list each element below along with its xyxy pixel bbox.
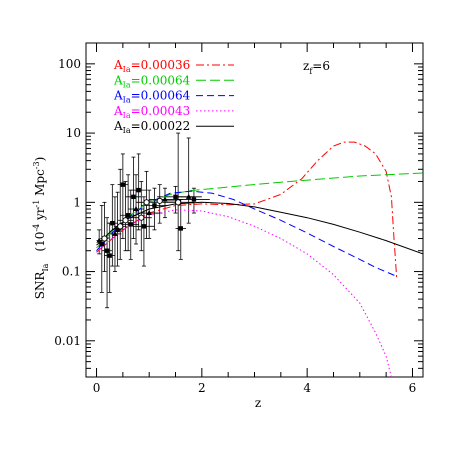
marker-triangle: [146, 210, 152, 216]
observation-errorbars: [96, 132, 210, 309]
marker-triangle: [162, 196, 168, 202]
legend-label-5: AIa=0.00022: [113, 119, 190, 135]
observation-markers: [96, 182, 197, 258]
x-tick-label: 2: [198, 381, 206, 395]
legend-label-3: AIa=0.00064: [113, 89, 191, 105]
marker-square: [128, 222, 133, 227]
legend-label-1: AIa=0.00036: [113, 58, 190, 74]
y-label-mid: yr: [33, 207, 47, 224]
series-lines: [96, 141, 423, 377]
zf-sub: f: [309, 67, 313, 76]
y-axis-label: SNRIa (10-4 yr-1 Mpc-3): [32, 157, 50, 300]
y-tick-label: 0.01: [54, 334, 81, 348]
zf-main: z: [303, 59, 309, 73]
marker-square: [136, 187, 141, 193]
axis-ticks: [86, 42, 423, 378]
marker-circle: [143, 199, 150, 206]
y-tick-label: 100: [58, 57, 81, 71]
marker-triangle: [96, 237, 102, 243]
marker-circle: [175, 199, 182, 206]
marker-square: [110, 220, 115, 226]
series-line-4: [96, 209, 392, 377]
y-label-sub: Ia: [41, 263, 50, 271]
y-label-end: ): [33, 157, 47, 162]
series-line-3: [96, 190, 397, 277]
marker-triangle: [133, 206, 139, 212]
y-tick-label: 10: [66, 126, 81, 140]
marker-circle: [156, 197, 163, 204]
y-label-exp2: -1: [32, 200, 41, 208]
marker-square: [173, 194, 178, 200]
y-label-exp1: -4: [32, 224, 41, 232]
y-label-main: SNR: [33, 271, 47, 300]
marker-square: [107, 253, 112, 258]
marker-triangle: [112, 230, 118, 236]
x-tick-label: 6: [409, 381, 417, 395]
marker-square: [191, 197, 197, 202]
marker-square: [104, 248, 110, 253]
series-line-5: [96, 201, 423, 255]
marker-square: [141, 224, 147, 229]
legend-label-4: AIa=0.00043: [113, 104, 190, 120]
marker-circle: [138, 214, 145, 221]
series-line-1: [96, 141, 398, 279]
y-tick-label: 1: [73, 195, 81, 209]
y-label-mid2: Mpc: [33, 169, 47, 200]
marker-square: [115, 227, 120, 233]
legend-label-2: AIa=0.00064: [113, 73, 191, 89]
marker-square: [120, 182, 126, 187]
tick-labels: 0 2 4 6 0.01 0.1 1 10 100: [54, 57, 416, 395]
y-tick-label: 0.1: [62, 265, 81, 279]
x-tick-label: 0: [93, 381, 101, 395]
marker-circle: [122, 217, 129, 224]
marker-square: [131, 194, 136, 200]
y-label-units: (10: [33, 232, 47, 252]
marker-circle: [101, 235, 108, 242]
marker-square: [178, 226, 183, 231]
marker-square: [99, 241, 104, 247]
series-line-2: [96, 172, 423, 249]
y-label-exp3: -3: [32, 161, 41, 169]
zf-value: =6: [312, 59, 330, 73]
zf-annotation: zf=6: [303, 59, 330, 76]
x-tick-label: 4: [303, 381, 311, 395]
marker-square: [152, 203, 157, 208]
marker-circle: [117, 223, 124, 230]
marker-triangle: [185, 193, 192, 199]
legend: AIa=0.00036AIa=0.00064AIa=0.00064AIa=0.0…: [113, 58, 234, 135]
marker-square: [125, 213, 131, 218]
x-axis-label: z: [255, 396, 261, 410]
